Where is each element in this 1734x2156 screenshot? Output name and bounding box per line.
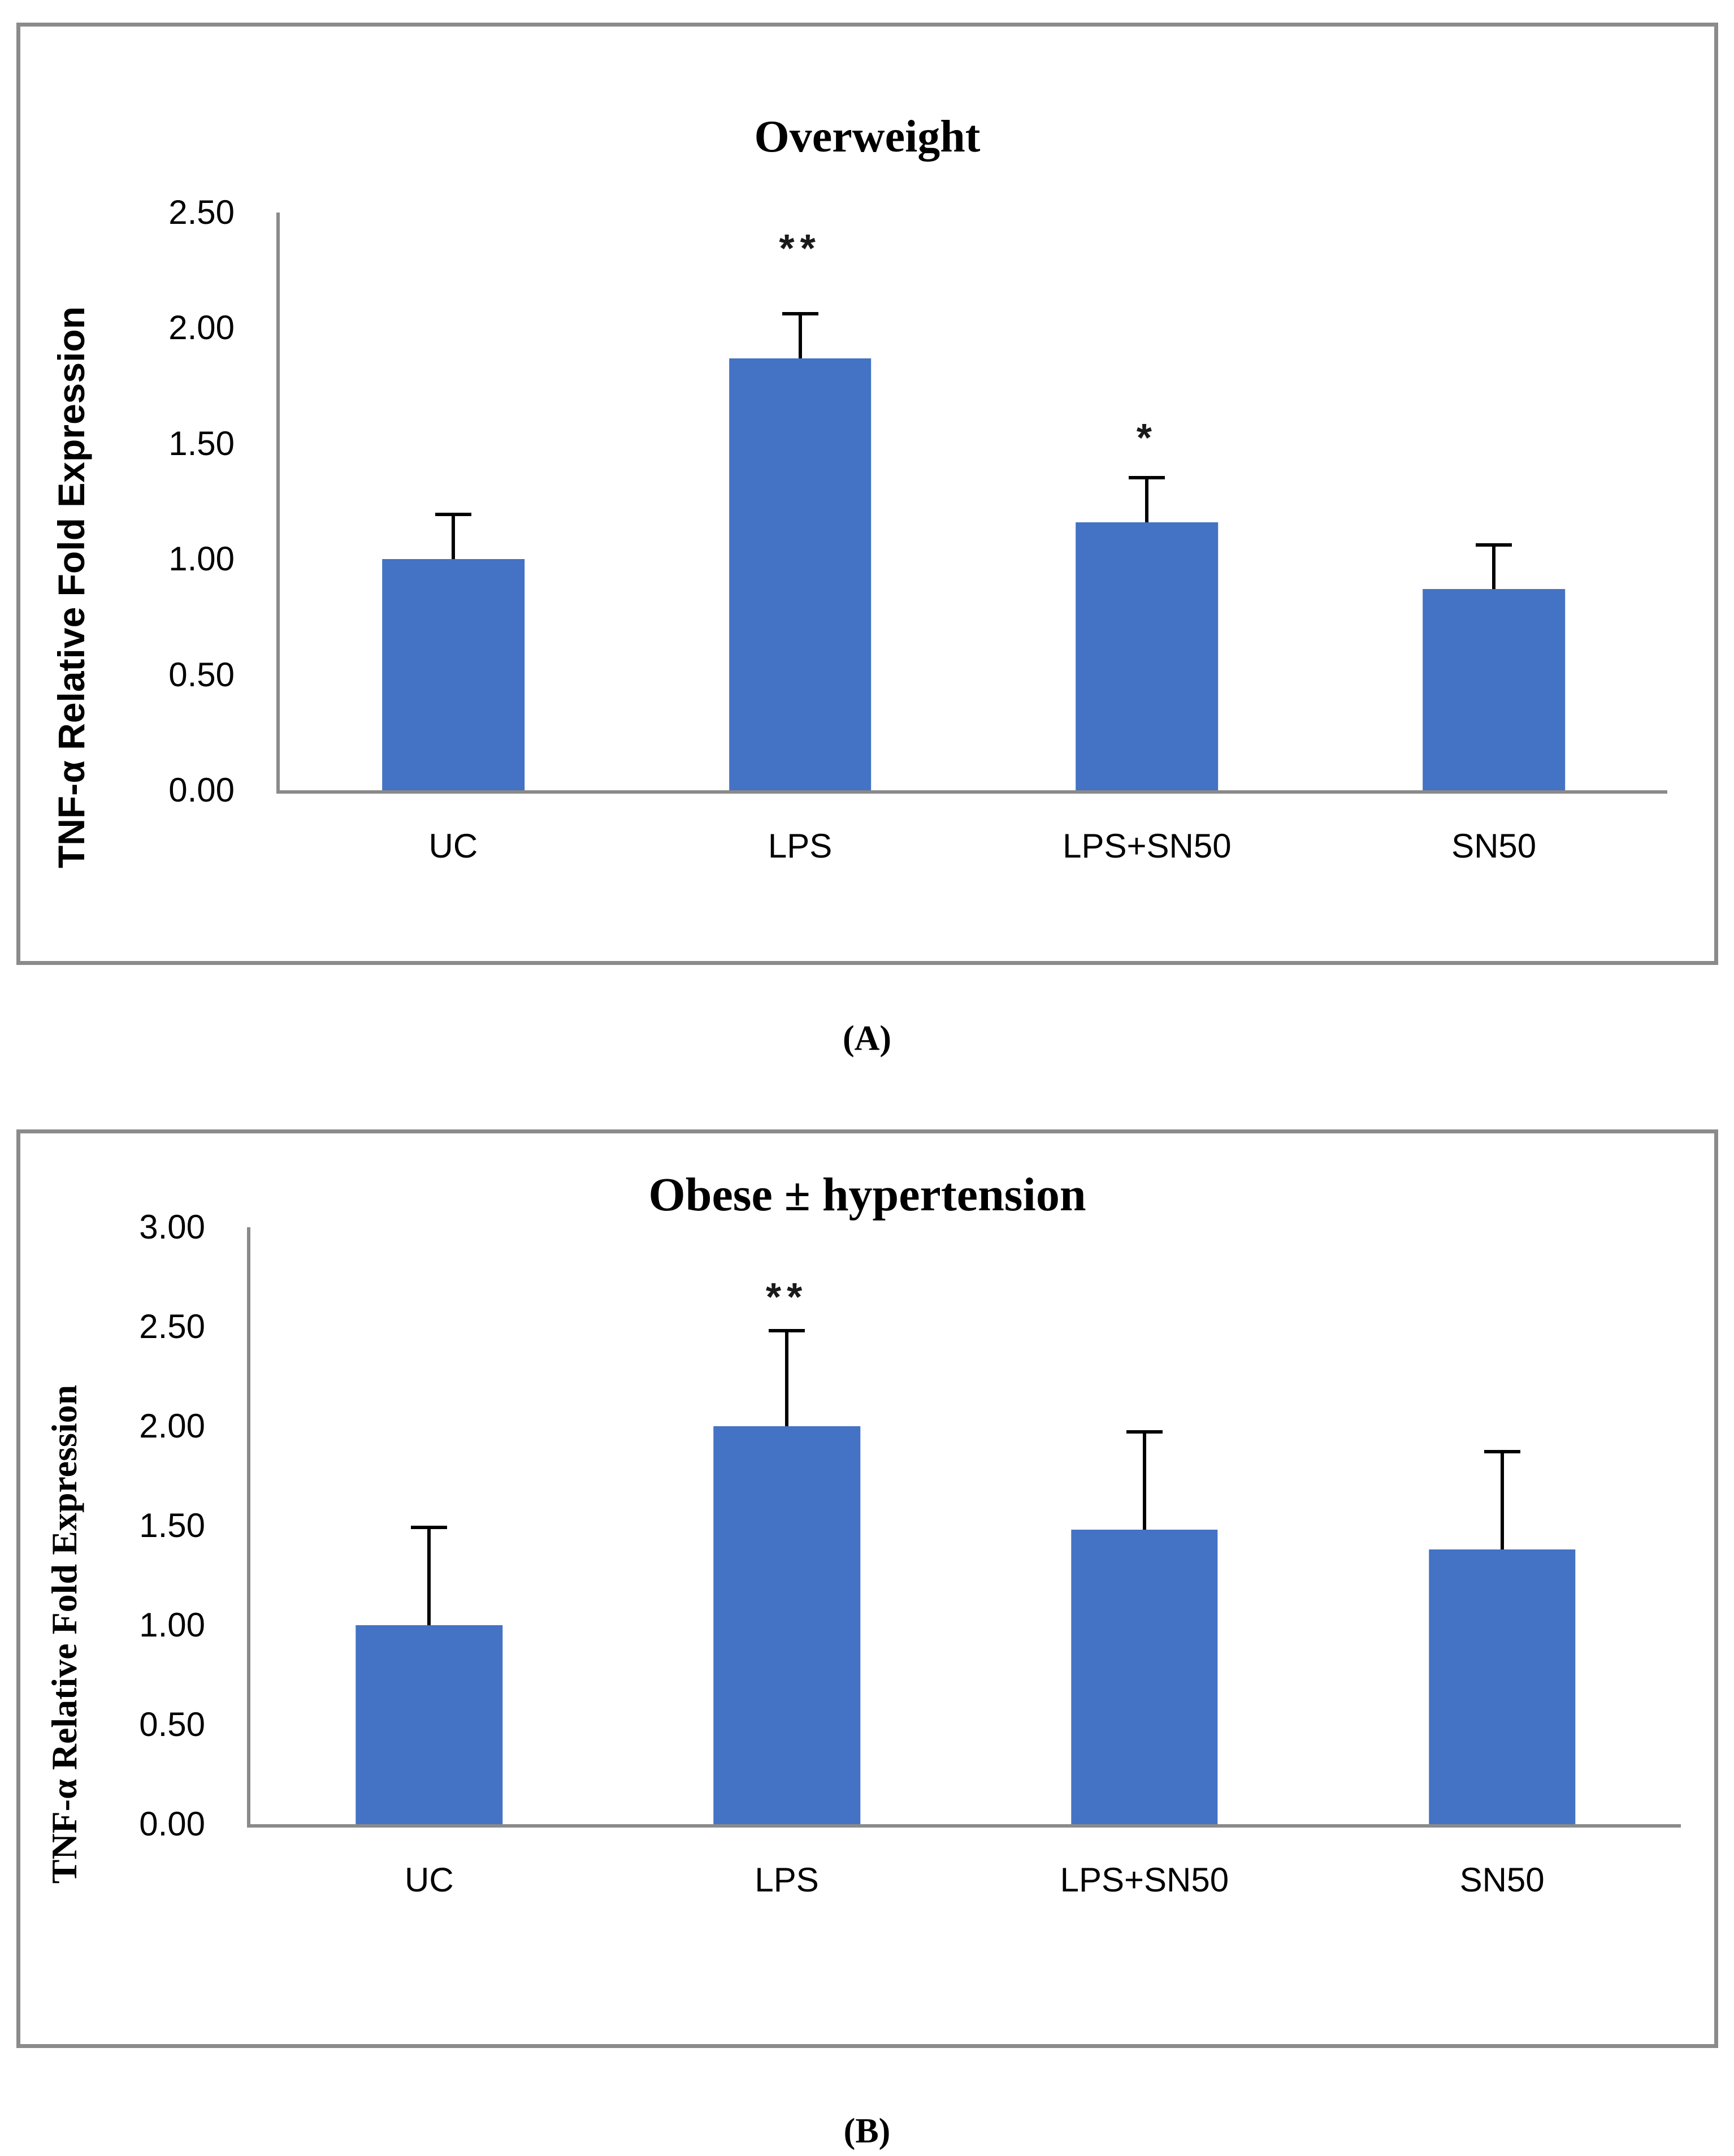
- x-axis-category-label: LPS: [768, 827, 833, 865]
- y-axis-tick-label: 2.50: [168, 193, 235, 231]
- bar-group-UC: UC: [280, 213, 627, 865]
- error-bar-line: [1500, 1450, 1504, 1550]
- bar-group-SN50: SN50: [1323, 1227, 1681, 1899]
- y-axis-tick-label: 0.50: [139, 1705, 205, 1744]
- x-axis-category-label: LPS: [755, 1861, 819, 1899]
- error-bar-line: [451, 513, 455, 560]
- bar-SN50: [1428, 1549, 1576, 1824]
- error-bar-cap: [782, 311, 818, 315]
- error-bar-LPS: [769, 1328, 805, 1426]
- y-axis-tick-label: 1.00: [139, 1606, 205, 1644]
- significance-marker-LPS+SN50: *: [1136, 415, 1158, 460]
- error-bar-line: [785, 1328, 789, 1426]
- significance-marker-LPS: **: [765, 1275, 808, 1319]
- error-bar-cap: [1484, 1450, 1520, 1454]
- error-bar-line: [1145, 476, 1149, 522]
- panel-b-caption: (B): [843, 2112, 891, 2150]
- error-bar-SN50: [1476, 543, 1512, 590]
- error-bar-cap: [1126, 1430, 1163, 1434]
- error-bar-line: [1492, 543, 1496, 590]
- y-axis-tick-label: 0.50: [168, 655, 235, 694]
- x-axis-category-label: LPS+SN50: [1063, 827, 1232, 865]
- error-bar-cap: [769, 1328, 805, 1332]
- y-axis-tick-label: 0.00: [139, 1805, 205, 1843]
- y-axis-title: TNF-α Relative Fold Expression: [50, 306, 92, 868]
- bar-LPS+SN50: [1076, 522, 1219, 790]
- bar-group-LPS: ** LPS: [608, 1227, 966, 1899]
- plot-area: 3.00 2.50 2.00 1.50 1.00 0.50 0.00 UC ** LPS LPS+S…: [139, 1208, 1681, 1899]
- error-bar-cap: [411, 1526, 448, 1529]
- bar-UC: [356, 1625, 503, 1824]
- error-bar-LPS+SN50: [1129, 476, 1165, 522]
- error-bar-UC: [411, 1526, 448, 1625]
- x-axis-category-label: SN50: [1459, 1861, 1545, 1899]
- x-axis-category-label: SN50: [1451, 827, 1537, 865]
- error-bar-line: [427, 1526, 431, 1625]
- plot-area: 2.50 2.00 1.50 1.00 0.50 0.00 UC ** LPS * LPS+SN50…: [168, 193, 1667, 865]
- y-axis-tick-label: 2.00: [168, 309, 235, 347]
- y-axis-tick-label: 2.00: [139, 1407, 205, 1445]
- error-bar-UC: [435, 513, 471, 560]
- significance-marker-LPS: **: [779, 226, 821, 271]
- bar-UC: [382, 559, 524, 790]
- y-axis-tick-label: 1.50: [168, 424, 235, 462]
- bar-chart-obese-hypertension: Obese ± hypertension TNF-α Relative Fold…: [20, 1133, 1714, 2044]
- panel-a-caption: (A): [842, 1019, 892, 1058]
- x-axis-category-label: LPS+SN50: [1060, 1861, 1229, 1899]
- bar-group-UC: UC: [250, 1227, 608, 1899]
- bar-SN50: [1423, 589, 1565, 790]
- y-axis-tick-label: 2.50: [139, 1308, 205, 1345]
- bar-group-SN50: SN50: [1320, 213, 1667, 865]
- bar-group-LPS+SN50: * LPS+SN50: [974, 213, 1321, 865]
- error-bar-LPS: [782, 311, 818, 358]
- x-axis-category-label: UC: [405, 1861, 454, 1899]
- error-bar-cap: [1129, 476, 1165, 480]
- bar-group-LPS: ** LPS: [627, 213, 974, 865]
- error-bar-line: [798, 311, 802, 358]
- chart-title: Overweight: [754, 112, 981, 162]
- error-bar-line: [1142, 1430, 1146, 1530]
- error-bar-cap: [1476, 543, 1512, 547]
- y-axis-tick-label: 1.00: [168, 540, 235, 578]
- error-bar-LPS+SN50: [1126, 1430, 1163, 1530]
- bar-chart-overweight: Overweight TNF-α Relative Fold Expressio…: [20, 27, 1714, 961]
- bar-LPS: [713, 1426, 860, 1824]
- error-bar-SN50: [1484, 1450, 1520, 1550]
- bar-group-LPS+SN50: LPS+SN50: [966, 1227, 1324, 1899]
- y-axis-tick-label: 0.00: [168, 771, 235, 809]
- chart-title: Obese ± hypertension: [648, 1168, 1086, 1221]
- chart-panel-obese-hypertension: Obese ± hypertension TNF-α Relative Fold…: [16, 1129, 1718, 2048]
- chart-panel-overweight: Overweight TNF-α Relative Fold Expressio…: [16, 23, 1718, 965]
- y-axis-tick-label: 3.00: [139, 1208, 205, 1246]
- bar-LPS+SN50: [1071, 1530, 1218, 1824]
- error-bar-cap: [435, 513, 471, 517]
- x-axis-category-label: UC: [428, 827, 478, 865]
- bar-LPS: [729, 358, 872, 790]
- y-axis-tick-label: 1.50: [139, 1506, 205, 1544]
